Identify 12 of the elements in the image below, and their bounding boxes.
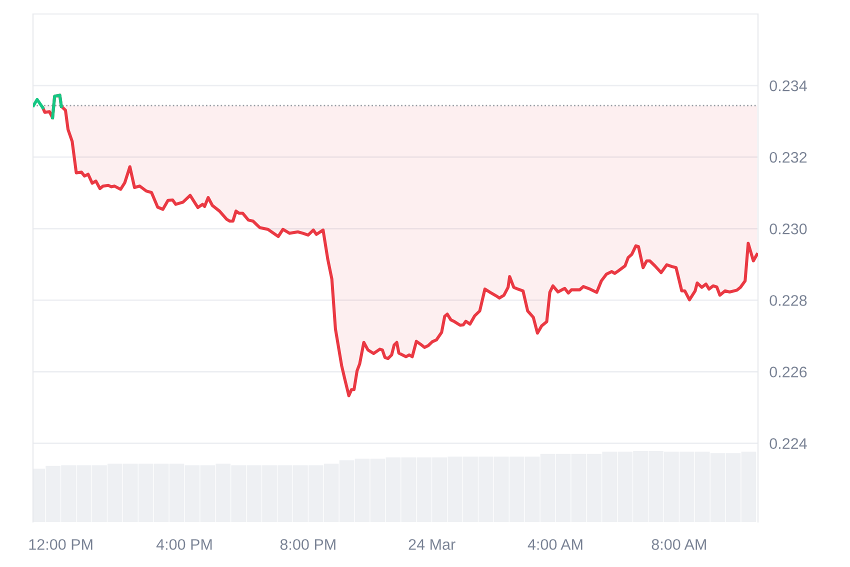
y-tick-label: 0.234 <box>770 80 807 92</box>
x-tick-label: 8:00 PM <box>280 539 336 550</box>
y-tick-label: 0.228 <box>770 295 807 306</box>
x-tick-label: 8:00 AM <box>652 539 706 550</box>
x-tick-label: 24 Mar <box>408 539 456 550</box>
y-tick-label: 0.224 <box>770 438 807 449</box>
x-tick-label: 4:00 PM <box>156 539 212 550</box>
x-tick-label: 4:00 AM <box>528 539 582 550</box>
y-tick-label: 0.232 <box>770 152 807 163</box>
x-tick-label: 12:00 PM <box>29 539 92 550</box>
y-tick-label: 0.226 <box>770 366 807 378</box>
y-tick-label: 0.230 <box>770 224 807 234</box>
